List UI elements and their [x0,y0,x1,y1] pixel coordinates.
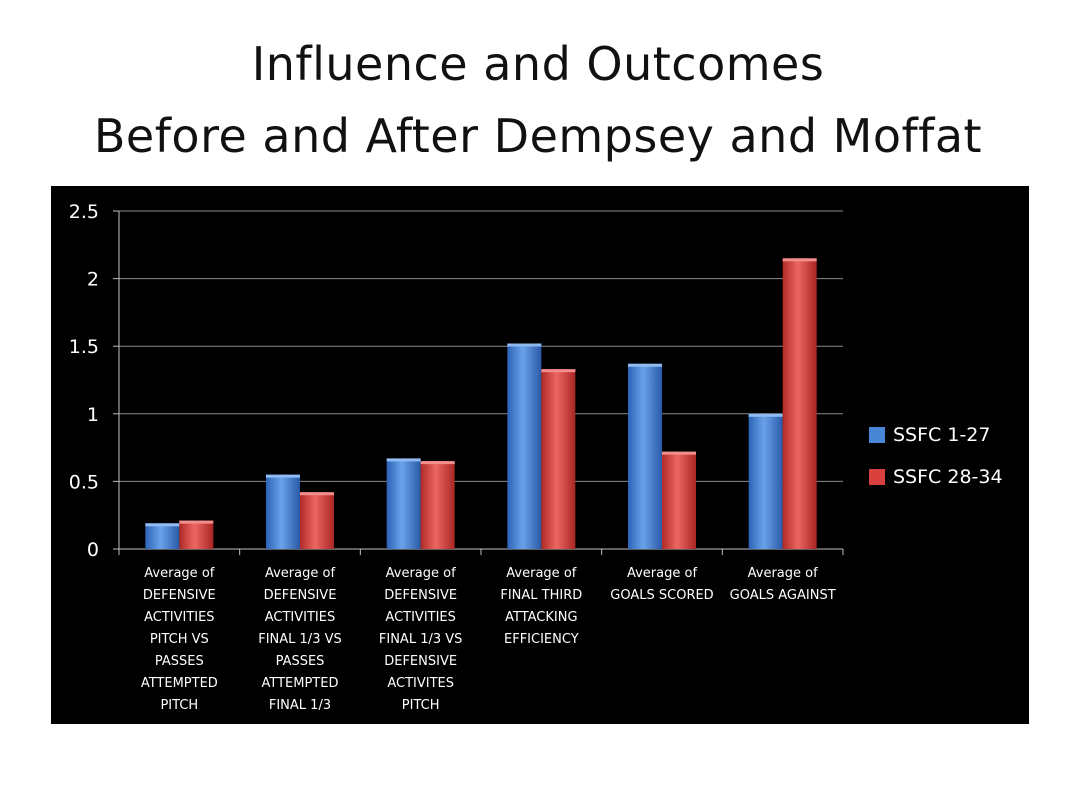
legend-label: SSFC 28-34 [893,466,1003,488]
x-category-label-line: PITCH VS [149,632,209,647]
x-category-label: Average of DEFENSIVE ACTIVITIES FINAL 1/3 V… [362,563,480,717]
x-category-label-line: PASSES [275,654,325,669]
x-category-label-line: ATTEMPTED [261,676,339,691]
bar-top-highlight [662,451,696,455]
x-category-label-line: FINAL 1/3 VS [258,632,342,647]
x-category-label-line: ACTIVITIES [385,610,456,625]
bar-top-highlight [748,413,783,417]
x-category-label: Average of DEFENSIVE ACTIVITIES PITCH VS PAS… [120,563,238,717]
x-category-label: Average of GOALS SCORED [603,563,721,607]
bar-top-highlight [782,258,817,262]
legend-swatch [869,469,885,485]
x-category-label-line: ACTIVITIES [144,610,215,625]
legend-label: SSFC 1-27 [893,424,991,446]
x-category-label: Average of DEFENSIVE ACTIVITIES FINAL 1/3 V… [241,563,359,717]
bar-ssfc-28-34-2 [420,461,455,549]
x-category-label-line: Average of [747,566,818,581]
legend-swatch [869,427,885,443]
chart-title-line-2: Before and After Dempsey and Moffat [93,109,983,163]
bar-top-highlight [300,492,334,496]
bar-top-highlight [628,363,662,367]
bar-ssfc-28-34-0 [179,520,214,549]
x-category-label-line: DEFENSIVE [384,588,458,603]
bar-top-highlight [386,458,421,462]
x-category-label-line: PITCH [401,698,440,713]
chart-area: 0 0.5 1 1.5 2 2.5 Average of DEFENSIVE ACTIVITI… [51,186,1029,724]
x-category-label-line: PITCH [160,698,199,713]
x-category-label-line: DEFENSIVE [384,654,458,669]
y-tick-label: 1.5 [69,336,99,358]
bar-ssfc-28-34-3 [541,369,576,549]
bar-top-highlight [145,523,180,527]
x-category-label-line: GOALS AGAINST [729,588,836,603]
bar-ssfc-1-27-5 [748,413,783,549]
bar-ssfc-1-27-2 [386,458,421,549]
x-category-label-line: Average of [264,566,336,581]
bar-top-highlight [541,369,576,373]
x-category-label-line: FINAL THIRD [500,588,583,603]
x-category-label-line: PASSES [154,654,204,669]
x-category-label-line: FINAL 1/3 [268,698,332,713]
bar-ssfc-1-27-3 [507,343,542,549]
x-category-label-line: ACTIVITES [387,676,454,691]
x-category-label: Average of FINAL THIRD ATTACKING EFFICIENCY [482,563,600,651]
x-category-label-line: DEFENSIVE [263,588,337,603]
x-category-label-line: ATTACKING [505,610,578,625]
bar-ssfc-1-27-0 [145,523,180,549]
x-category-label-line: EFFICIENCY [504,632,579,647]
bar-top-highlight [507,343,542,347]
y-tick-label: 0 [87,539,99,561]
legend-item: SSFC 1-27 [869,422,990,448]
y-tick-label: 0.5 [69,471,99,493]
y-tick-label: 2 [87,269,99,291]
bar-ssfc-28-34-1 [300,492,334,549]
x-category-label-line: Average of [385,566,456,581]
x-category-label-line: GOALS SCORED [610,588,714,603]
x-category-label-line: DEFENSIVE [142,588,216,603]
chart-title-line-1: Influence and Outcomes [251,37,825,91]
bar-top-highlight [179,520,214,524]
bar-chart: 0 0.5 1 1.5 2 2.5 [69,201,844,561]
x-category-label-line: ACTIVITIES [264,610,336,625]
bar-ssfc-28-34-5 [782,258,817,549]
bar-ssfc-1-27-1 [266,474,300,549]
bar-top-highlight [420,461,455,465]
x-category-label-line: Average of [626,566,698,581]
bar-top-highlight [266,474,300,478]
legend-item: SSFC 28-34 [869,464,1003,490]
y-tick-label: 1 [87,404,99,426]
bar-ssfc-1-27-4 [628,363,662,549]
y-tick-label: 2.5 [69,201,99,223]
x-category-label-line: Average of [144,566,215,581]
x-category-label-line: FINAL 1/3 VS [378,632,463,647]
x-category-label-line: Average of [506,566,577,581]
bar-ssfc-28-34-4 [662,451,696,549]
x-category-label: Average of GOALS AGAINST [724,563,842,607]
x-category-label-line: ATTEMPTED [140,676,218,691]
